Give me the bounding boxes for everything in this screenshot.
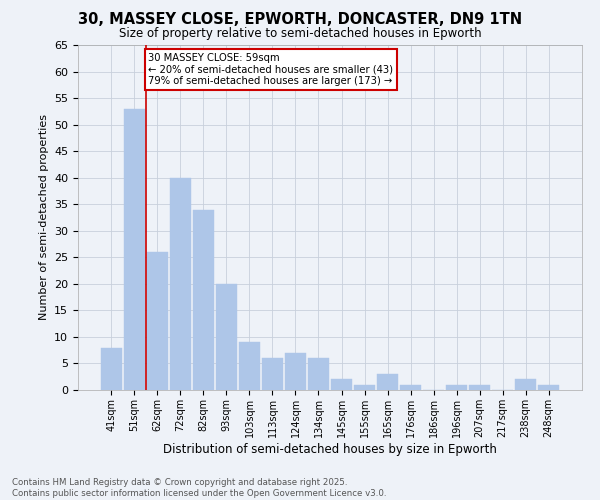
Bar [308,358,329,390]
Bar [377,374,398,390]
Bar [400,384,421,390]
Bar [124,108,145,390]
Bar [239,342,260,390]
Bar [147,252,168,390]
Bar [538,384,559,390]
Bar [354,384,375,390]
X-axis label: Distribution of semi-detached houses by size in Epworth: Distribution of semi-detached houses by … [163,442,497,456]
Text: 30, MASSEY CLOSE, EPWORTH, DONCASTER, DN9 1TN: 30, MASSEY CLOSE, EPWORTH, DONCASTER, DN… [78,12,522,28]
Text: 30 MASSEY CLOSE: 59sqm
← 20% of semi-detached houses are smaller (43)
79% of sem: 30 MASSEY CLOSE: 59sqm ← 20% of semi-det… [148,53,393,86]
Bar [446,384,467,390]
Bar [331,380,352,390]
Text: Contains HM Land Registry data © Crown copyright and database right 2025.
Contai: Contains HM Land Registry data © Crown c… [12,478,386,498]
Bar [101,348,122,390]
Bar [170,178,191,390]
Y-axis label: Number of semi-detached properties: Number of semi-detached properties [38,114,49,320]
Bar [285,353,306,390]
Bar [262,358,283,390]
Text: Size of property relative to semi-detached houses in Epworth: Size of property relative to semi-detach… [119,28,481,40]
Bar [469,384,490,390]
Bar [515,380,536,390]
Bar [193,210,214,390]
Bar [216,284,237,390]
